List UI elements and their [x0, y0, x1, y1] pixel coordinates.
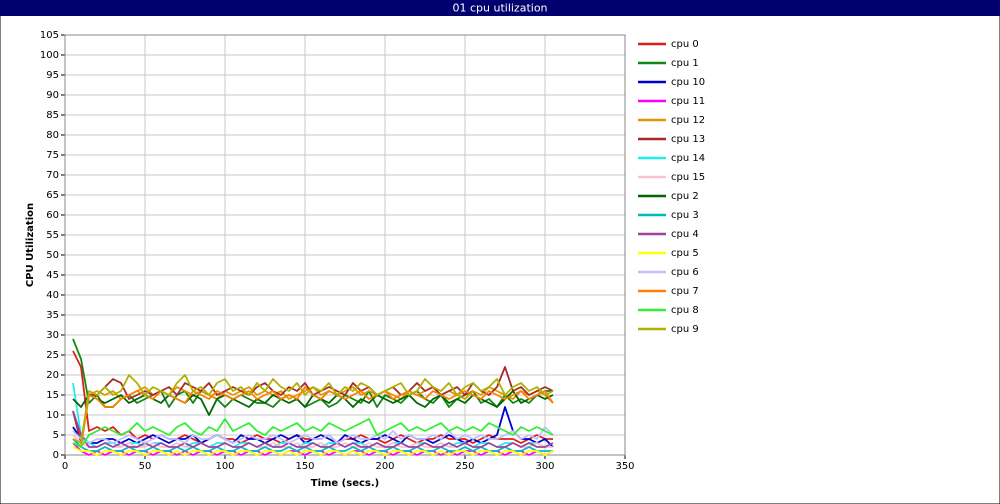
- legend-label: cpu 2: [671, 191, 699, 202]
- legend-label: cpu 13: [671, 134, 705, 145]
- x-tick-label: 200: [375, 461, 394, 472]
- legend-label: cpu 3: [671, 210, 699, 221]
- series-line: [72, 446, 554, 456]
- legend-label: cpu 5: [671, 248, 699, 259]
- x-tick-label: 350: [615, 461, 634, 472]
- y-tick-label: 70: [46, 170, 59, 181]
- y-tick-label: 5: [53, 430, 59, 441]
- y-tick-label: 45: [46, 270, 59, 281]
- y-tick-label: 25: [46, 350, 59, 361]
- legend-label: cpu 10: [671, 77, 705, 88]
- y-tick-label: 15: [46, 390, 59, 401]
- legend-label: cpu 0: [671, 39, 699, 50]
- legend-label: cpu 7: [671, 286, 699, 297]
- x-tick-label: 250: [455, 461, 474, 472]
- y-tick-label: 100: [40, 50, 59, 61]
- x-tick-label: 50: [139, 461, 152, 472]
- series-line: [72, 410, 554, 448]
- legend-label: cpu 4: [671, 229, 699, 240]
- chart-title: 01 cpu utilization: [452, 2, 547, 15]
- y-tick-label: 65: [46, 190, 59, 201]
- y-tick-label: 105: [40, 30, 59, 41]
- series-line: [72, 374, 554, 444]
- y-tick-label: 0: [53, 450, 59, 461]
- x-tick-label: 100: [215, 461, 234, 472]
- y-tick-label: 60: [46, 210, 59, 221]
- legend-label: cpu 14: [671, 153, 705, 164]
- y-tick-label: 90: [46, 90, 59, 101]
- y-tick-label: 80: [46, 130, 59, 141]
- y-tick-label: 55: [46, 230, 59, 241]
- y-tick-label: 30: [46, 330, 59, 341]
- y-tick-label: 75: [46, 150, 59, 161]
- legend-label: cpu 11: [671, 96, 705, 107]
- title-bar: [0, 0, 1000, 16]
- y-tick-label: 10: [46, 410, 59, 421]
- y-tick-label: 50: [46, 250, 59, 261]
- y-tick-label: 85: [46, 110, 59, 121]
- legend-label: cpu 12: [671, 115, 705, 126]
- plot-area: [65, 35, 625, 455]
- x-axis-label: Time (secs.): [311, 478, 380, 489]
- legend-label: cpu 8: [671, 305, 699, 316]
- legend-label: cpu 15: [671, 172, 705, 183]
- y-axis-label: CPU Utilization: [25, 203, 36, 287]
- y-tick-label: 35: [46, 310, 59, 321]
- legend-label: cpu 9: [671, 324, 699, 335]
- series-line: [72, 418, 554, 448]
- series-line: [72, 386, 554, 448]
- x-tick-label: 150: [295, 461, 314, 472]
- legend-label: cpu 1: [671, 58, 699, 69]
- y-tick-label: 40: [46, 290, 59, 301]
- series-line: [72, 426, 554, 444]
- y-tick-label: 95: [46, 70, 59, 81]
- legend-label: cpu 6: [671, 267, 699, 278]
- x-tick-label: 0: [62, 461, 68, 472]
- x-tick-label: 300: [535, 461, 554, 472]
- y-tick-label: 20: [46, 370, 59, 381]
